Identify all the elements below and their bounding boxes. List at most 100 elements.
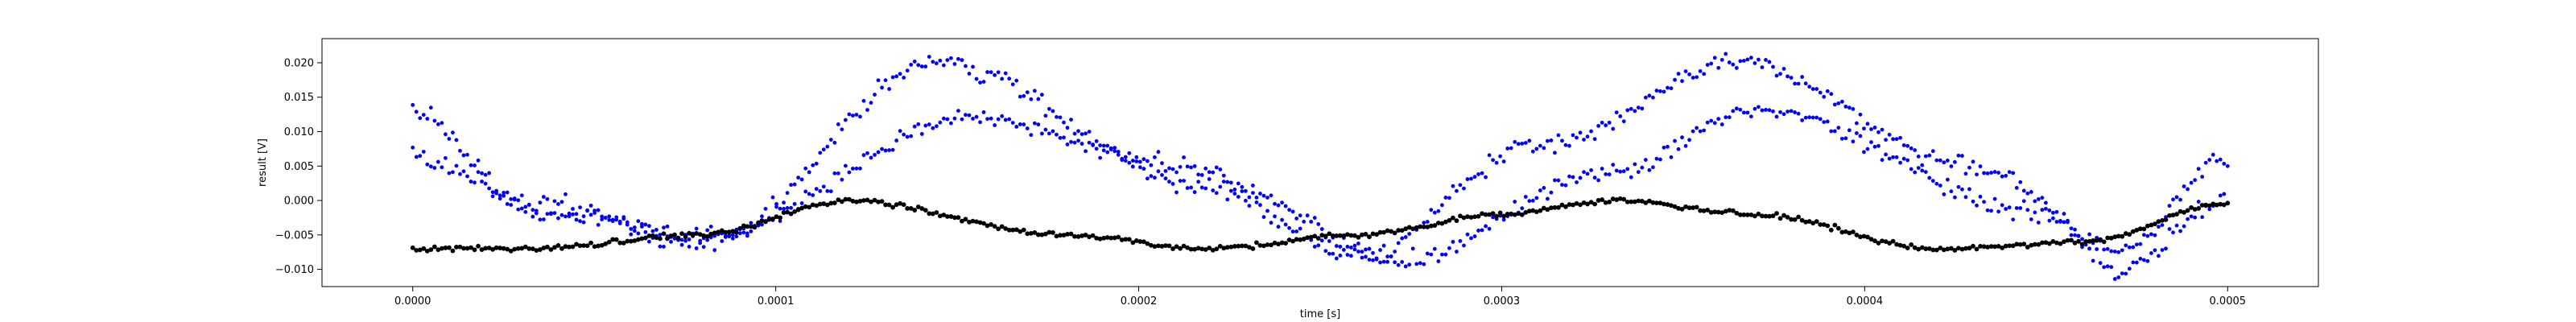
data-point <box>1349 246 1353 250</box>
data-point <box>1639 199 1645 204</box>
data-point <box>2116 233 2121 239</box>
data-point <box>1563 183 1568 188</box>
data-point <box>1174 190 1179 195</box>
data-point <box>952 116 957 121</box>
data-point <box>1624 199 1630 204</box>
data-point <box>1814 87 1819 91</box>
data-point <box>1934 158 1939 163</box>
data-point <box>2033 210 2037 215</box>
data-point <box>2094 237 2099 243</box>
data-point <box>1760 65 1765 69</box>
data-point <box>839 199 844 204</box>
data-point <box>2112 277 2117 281</box>
data-point <box>1137 165 1142 170</box>
data-point <box>1596 198 1601 203</box>
data-point <box>1097 236 1103 242</box>
data-point <box>1090 233 1096 238</box>
data-point <box>1447 246 1451 250</box>
data-point <box>1520 141 1525 146</box>
data-point <box>1883 239 1889 245</box>
data-point <box>1455 250 1459 254</box>
data-point <box>439 246 444 251</box>
data-point <box>1301 236 1307 242</box>
data-point <box>1385 228 1390 233</box>
data-point <box>1552 204 1558 210</box>
data-point <box>726 229 732 235</box>
data-point <box>934 210 939 215</box>
data-point <box>1607 199 1612 204</box>
data-point <box>832 200 837 205</box>
data-point <box>1636 170 1641 175</box>
data-point <box>469 180 473 184</box>
data-point <box>1719 210 1725 216</box>
data-point <box>1337 233 1343 238</box>
data-point <box>1039 93 1044 97</box>
data-point <box>1484 175 1488 180</box>
data-point <box>1269 221 1274 225</box>
data-point <box>836 171 840 175</box>
data-point <box>1133 238 1139 243</box>
data-point <box>2091 258 2095 263</box>
data-point <box>1509 211 1514 217</box>
data-point <box>927 211 932 217</box>
data-point <box>1872 126 1877 130</box>
data-point <box>1480 211 1484 217</box>
data-point <box>2182 224 2186 229</box>
data-point <box>2018 180 2023 184</box>
data-point <box>1182 179 1186 183</box>
data-point <box>745 233 749 238</box>
data-point <box>741 223 746 229</box>
data-point <box>1327 251 1331 256</box>
data-point <box>1377 229 1383 235</box>
data-point <box>1254 196 1259 200</box>
data-point <box>737 231 742 236</box>
data-point <box>1636 198 1641 204</box>
data-point <box>1604 171 1608 176</box>
data-point <box>883 78 888 83</box>
data-point <box>727 234 732 239</box>
data-point <box>1702 128 1707 133</box>
data-point <box>469 245 473 250</box>
data-point <box>1214 191 1219 196</box>
data-point <box>1553 178 1557 183</box>
data-point <box>1785 74 1790 79</box>
data-point <box>1454 218 1459 224</box>
data-point <box>876 78 881 83</box>
data-point <box>1101 143 1106 148</box>
data-point <box>2199 203 2205 208</box>
data-point <box>559 213 564 217</box>
data-point <box>1123 159 1128 163</box>
data-point <box>497 193 502 198</box>
data-point <box>1778 72 1782 76</box>
data-point <box>1909 146 1913 151</box>
data-point <box>1036 122 1041 127</box>
data-point <box>1538 143 1542 148</box>
data-point <box>1316 222 1321 226</box>
data-point <box>588 213 593 217</box>
data-point <box>760 214 764 219</box>
data-point <box>1429 208 1434 213</box>
data-point <box>1374 232 1379 237</box>
data-point <box>1315 236 1321 241</box>
data-point <box>1221 173 1226 178</box>
data-point <box>807 192 811 196</box>
data-point <box>956 109 960 114</box>
data-point <box>1305 213 1310 218</box>
data-point <box>2193 178 2198 183</box>
data-point <box>1600 167 1604 171</box>
data-point <box>1847 230 1852 236</box>
data-point <box>679 242 684 247</box>
data-point <box>519 246 525 251</box>
data-point <box>749 229 753 233</box>
data-point <box>1418 224 1423 229</box>
data-point <box>821 201 827 206</box>
data-point <box>1505 147 1510 151</box>
data-point <box>817 201 823 207</box>
data-point <box>1530 149 1535 154</box>
data-point <box>512 196 517 200</box>
data-point <box>1981 244 1987 250</box>
data-point <box>1035 232 1041 237</box>
data-point <box>1458 213 1463 219</box>
data-point <box>1258 203 1262 208</box>
data-point <box>788 211 794 217</box>
